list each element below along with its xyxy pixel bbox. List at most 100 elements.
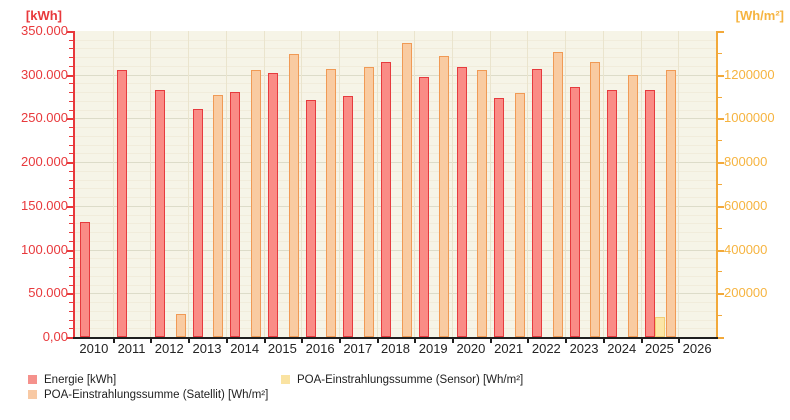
bar-satellit-2015 [288, 53, 299, 337]
bar-energie-2023 [569, 86, 580, 337]
left-axis-tick [67, 162, 73, 165]
left-axis-tick [69, 92, 73, 94]
plot-area [75, 31, 716, 337]
x-axis-tick [565, 339, 568, 343]
bar-energie-2020 [456, 66, 467, 337]
vertical-gridline [112, 31, 114, 337]
left-axis-line [73, 31, 75, 339]
bar-sensor-2025 [655, 317, 666, 337]
x-axis-tick [489, 339, 492, 343]
left-axis-tick-label: 150.000 [21, 197, 68, 213]
major-gridline [75, 205, 716, 207]
legend-label: POA-Einstrahlungssumme (Satellit) [Wh/m²… [44, 389, 269, 401]
minor-gridline [75, 240, 716, 242]
bar-satellit-2022 [552, 51, 563, 337]
left-axis-tick [69, 232, 73, 234]
left-axis-tick [67, 249, 73, 252]
legend-swatch [28, 375, 37, 384]
bar-energie-2019 [418, 77, 429, 337]
x-axis-tick-label: 2018 [381, 341, 410, 356]
left-axis-tick-label: 0,00 [42, 329, 68, 344]
left-axis-tick-label: 100.000 [21, 241, 68, 257]
legend-swatch [281, 375, 290, 384]
left-axis-tick [69, 135, 73, 137]
minor-gridline [75, 57, 716, 59]
bar-satellit-2017 [364, 67, 375, 337]
right-axis-tick [718, 337, 724, 339]
vertical-gridline [188, 31, 190, 337]
x-axis-tick-label: 2022 [531, 341, 561, 356]
left-axis-tick-label: 250.000 [21, 110, 68, 126]
x-axis-tick-label: 2021 [494, 341, 524, 356]
minor-gridline [75, 267, 716, 269]
left-axis-tick [69, 319, 73, 321]
left-axis-tick [69, 57, 73, 59]
minor-gridline [75, 197, 716, 199]
minor-gridline [75, 302, 716, 304]
right-axis-tick-label: 600000 [724, 197, 768, 213]
right-axis-tick-label: 800000 [724, 154, 768, 170]
vertical-gridline [225, 31, 227, 337]
right-axis-tick [718, 74, 724, 77]
bar-satellit-2020 [477, 69, 488, 337]
vertical-gridline [150, 31, 152, 337]
vertical-gridline [414, 31, 416, 337]
x-axis-tick-label: 2025 [644, 341, 674, 356]
minor-gridline [75, 179, 716, 181]
vertical-gridline [565, 31, 567, 337]
right-axis-tick [718, 140, 722, 142]
major-gridline [75, 293, 716, 295]
minor-gridline [75, 92, 716, 94]
right-axis-tick [718, 96, 722, 98]
x-axis-tick [376, 339, 379, 343]
left-axis-tick [67, 293, 73, 296]
minor-gridline [75, 127, 716, 129]
left-axis-tick-label: 350.000 [21, 23, 68, 38]
minor-gridline [75, 319, 716, 321]
vertical-gridline [338, 31, 340, 337]
minor-gridline [75, 170, 716, 172]
left-axis-tick [69, 275, 73, 277]
left-axis-title: [kWh] [25, 8, 62, 23]
minor-gridline [75, 144, 716, 146]
x-axis-line [73, 337, 718, 339]
left-axis-tick [69, 223, 73, 225]
bar-energie-2025 [645, 90, 656, 337]
bar-energie-2024 [607, 89, 618, 337]
right-axis-tick [718, 227, 722, 229]
left-axis-tick [69, 83, 73, 85]
right-axis-line [716, 31, 718, 339]
bar-energie-2021 [494, 98, 505, 337]
x-axis-tick [640, 339, 643, 343]
right-axis-tick [718, 249, 724, 252]
x-axis-tick-label: 2010 [79, 341, 109, 356]
vertical-gridline [527, 31, 529, 337]
left-axis-tick [67, 118, 73, 121]
x-axis-tick [527, 339, 530, 343]
minor-gridline [75, 48, 716, 50]
left-axis-tick [69, 284, 73, 286]
minor-gridline [75, 232, 716, 234]
bar-satellit-2018 [401, 43, 412, 337]
bar-energie-2022 [531, 69, 542, 337]
left-axis-tick [69, 197, 73, 199]
minor-gridline [75, 100, 716, 102]
bar-energie-2013 [192, 108, 203, 337]
right-axis-tick [718, 118, 724, 121]
bar-satellit-2014 [250, 70, 261, 337]
left-axis-tick [67, 31, 73, 33]
x-axis-tick [301, 339, 304, 343]
bar-energie-2010 [79, 221, 90, 337]
left-axis-tick [69, 153, 73, 155]
x-axis-tick [678, 339, 681, 343]
bar-energie-2016 [305, 100, 316, 337]
x-axis-tick-label: 2012 [154, 341, 184, 356]
bar-satellit-2016 [326, 69, 337, 337]
major-gridline [75, 74, 716, 76]
vertical-gridline [602, 31, 604, 337]
right-axis-tick-label: 1000000 [724, 110, 775, 126]
left-axis-tick [69, 258, 73, 260]
left-axis-tick [67, 74, 73, 77]
minor-gridline [75, 188, 716, 190]
